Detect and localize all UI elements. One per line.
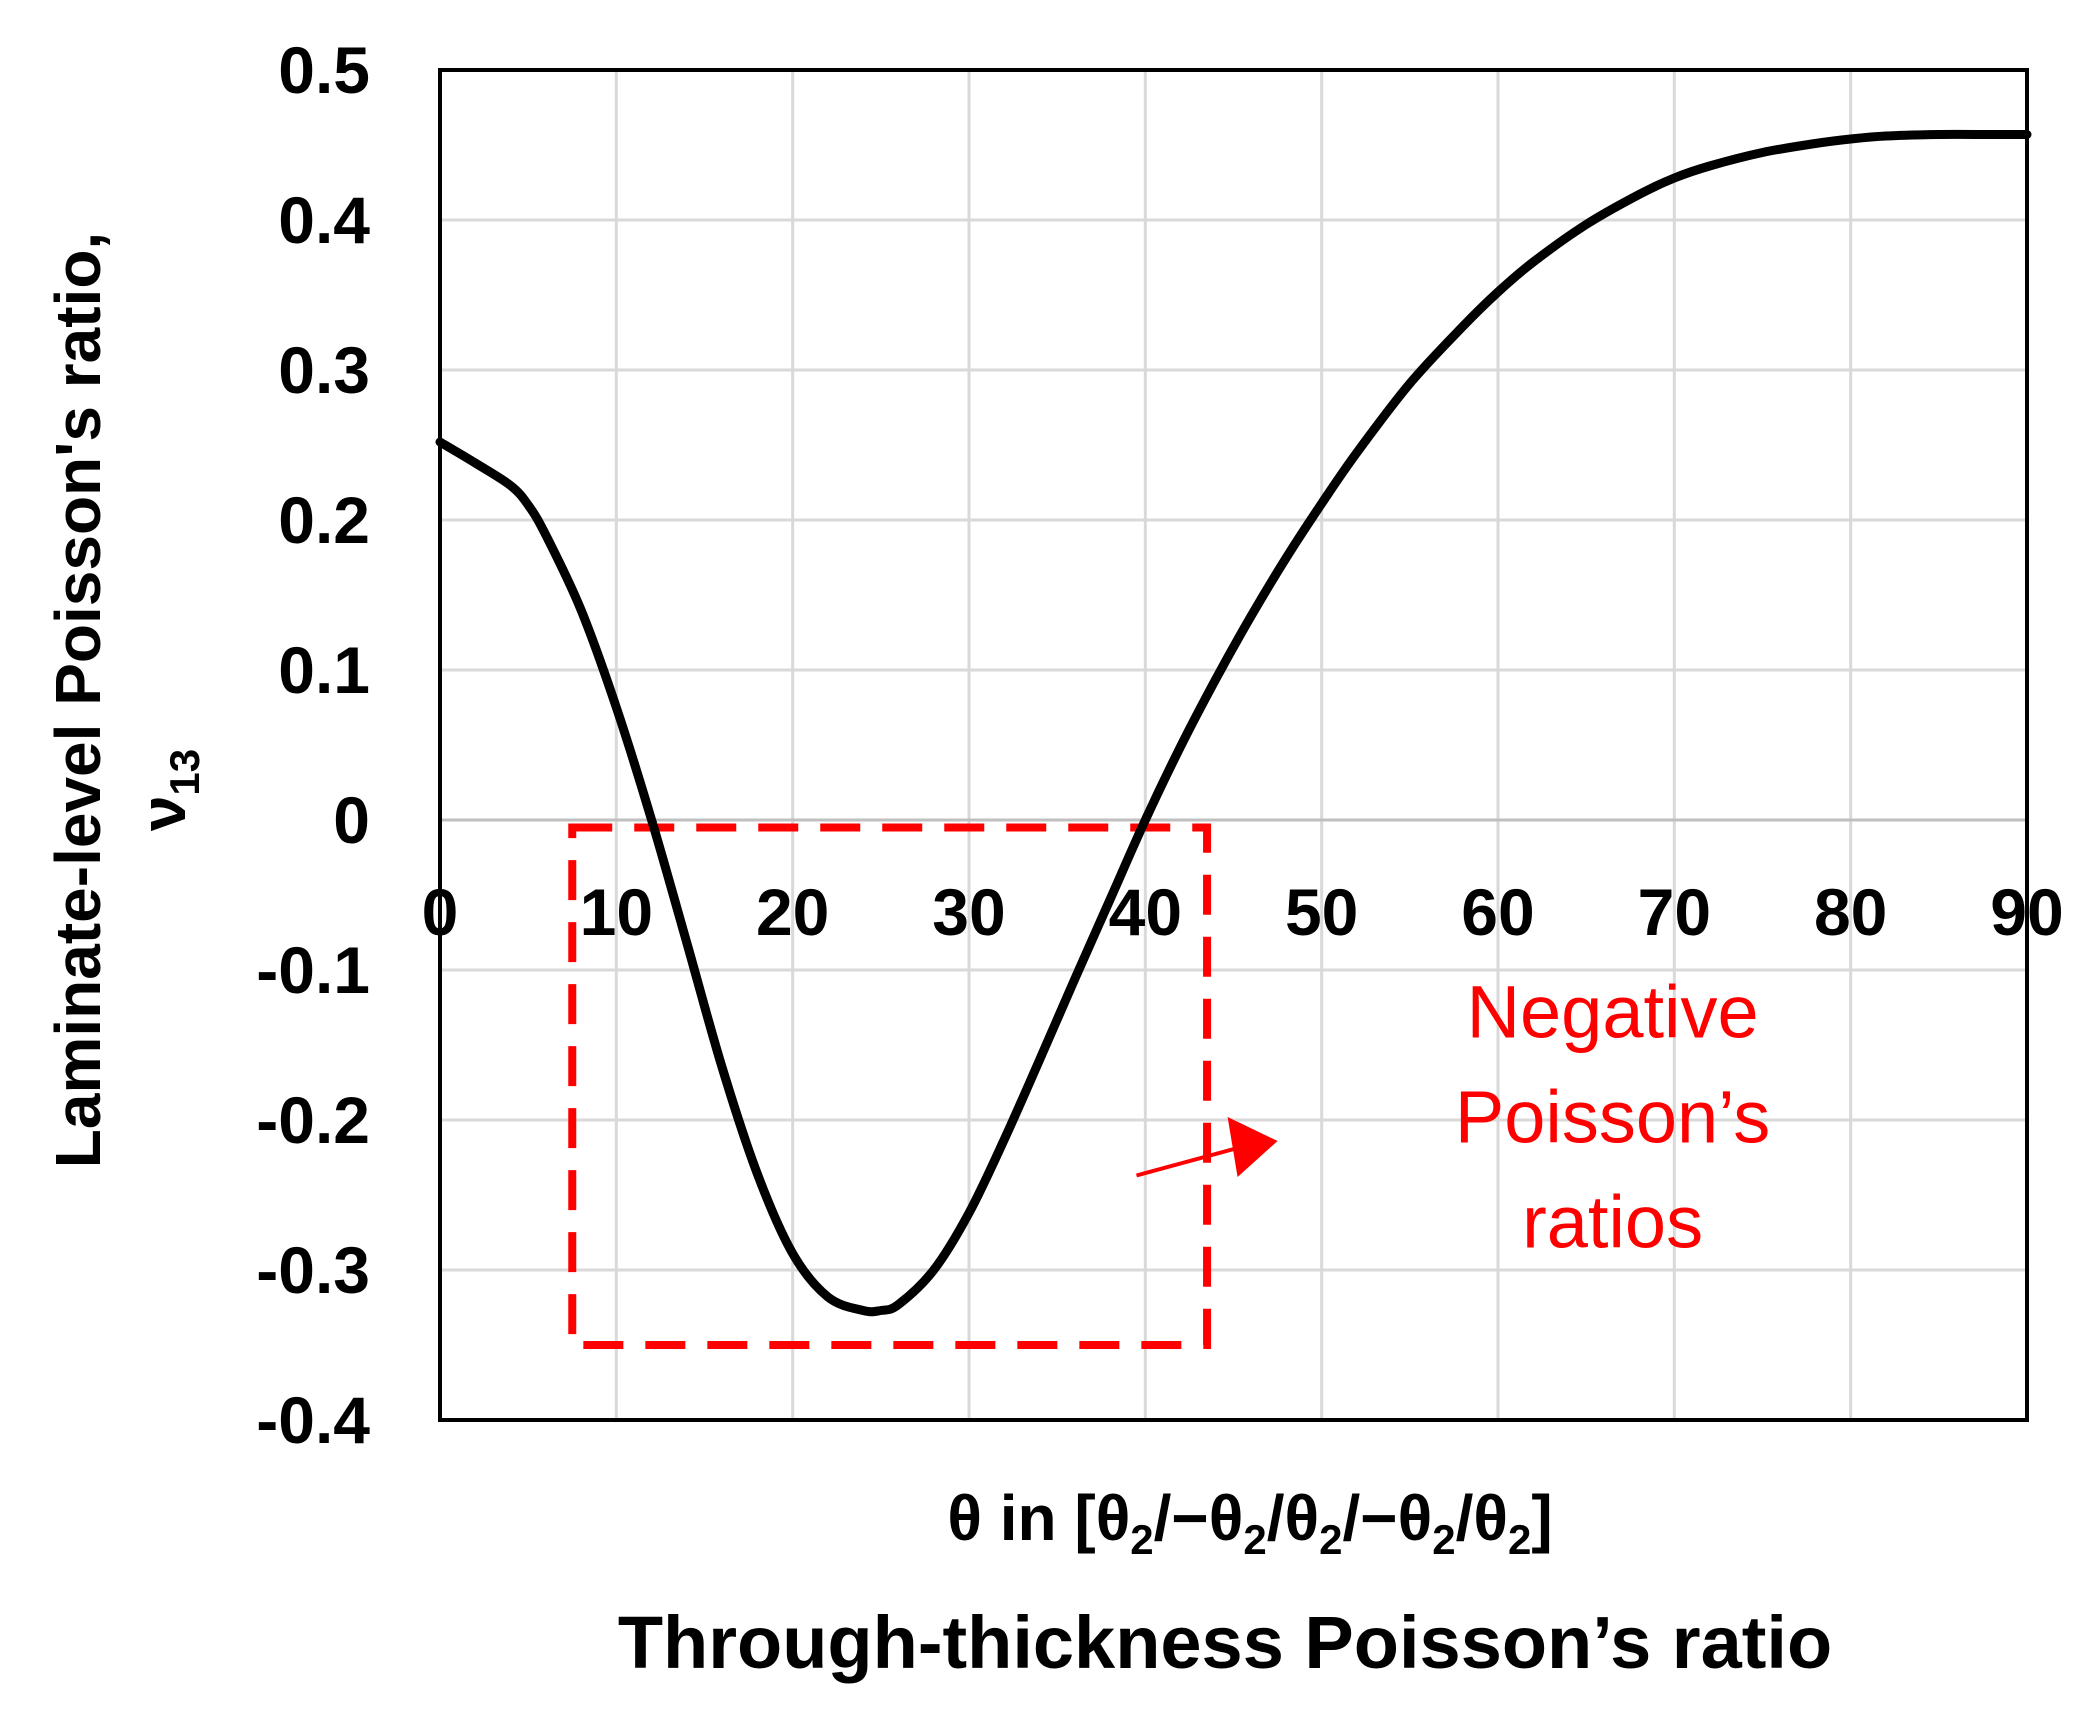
y-tick-label: 0.5 (278, 33, 370, 107)
x-tick-labels: 0 10 20 30 40 50 60 70 80 90 (422, 875, 2064, 949)
chart-caption: Through-thickness Poisson’s ratio (618, 1601, 1832, 1684)
annotation-arrow-shaft (1135, 1146, 1239, 1178)
x-tick-label: 30 (932, 875, 1005, 949)
grid (438, 68, 2029, 1422)
x-tick-label: 0 (422, 875, 459, 949)
x-axis-title: θ in [θ2/−θ2/θ2/−θ2/θ2] (947, 1482, 1552, 1563)
y-tick-labels: 0.5 0.4 0.3 0.2 0.1 0 -0.1 -0.2 -0.3 -0.4 (256, 33, 370, 1457)
annotation-label-line: ratios (1522, 1181, 1703, 1264)
y-axis-symbol: ν13 (127, 749, 208, 831)
annotation-arrow-head (1227, 1117, 1278, 1177)
plot-area-frame (438, 68, 2029, 1422)
y-tick-label: -0.3 (256, 1233, 370, 1307)
annotation-group: Negative Poisson’s ratios (568, 823, 1770, 1349)
y-tick-label: 0 (333, 783, 370, 857)
y-axis-symbol-sub: 13 (161, 749, 208, 796)
x-tick-label: 20 (756, 875, 829, 949)
y-tick-label: 0.1 (278, 633, 370, 707)
y-axis-title-text: Laminate-level Poisson's ratio, (42, 232, 114, 1168)
annotation-label-line: Negative (1467, 971, 1759, 1054)
negative-region-box (568, 823, 1212, 1349)
x-axis-title-sep-3: /−θ (1342, 1482, 1432, 1554)
x-axis-title-suffix: ] (1531, 1482, 1552, 1554)
x-axis-title-sub-3: 2 (1319, 1516, 1342, 1563)
x-axis-title-sub-5: 2 (1508, 1516, 1531, 1563)
y-tick-label: -0.1 (256, 933, 370, 1007)
x-axis-title-sub-1: 2 (1130, 1516, 1153, 1563)
x-tick-label: 90 (1990, 875, 2063, 949)
x-tick-label: 60 (1461, 875, 1534, 949)
annotation-label-line: Poisson’s (1455, 1076, 1770, 1159)
x-tick-label: 70 (1638, 875, 1711, 949)
x-tick-label: 40 (1109, 875, 1182, 949)
series-line-nu13 (435, 129, 2032, 1317)
x-axis-title-prefix: θ in [θ (947, 1482, 1130, 1554)
x-tick-label: 50 (1285, 875, 1358, 949)
x-axis-title-sub-4: 2 (1432, 1516, 1455, 1563)
x-axis-title-sub-2: 2 (1243, 1516, 1266, 1563)
y-axis-title: Laminate-level Poisson's ratio, (42, 232, 114, 1168)
x-axis-title-sep-4: /θ (1456, 1482, 1508, 1554)
y-tick-label: 0.2 (278, 483, 370, 557)
x-tick-label: 80 (1814, 875, 1887, 949)
y-tick-label: 0.3 (278, 333, 370, 407)
y-axis-symbol-text: ν (127, 796, 199, 832)
y-tick-label: -0.4 (256, 1383, 370, 1457)
x-axis-title-sep-1: /−θ (1154, 1482, 1244, 1554)
x-tick-label: 10 (580, 875, 653, 949)
y-tick-label: 0.4 (278, 183, 370, 257)
y-tick-label: -0.2 (256, 1083, 370, 1157)
x-axis-title-sep-2: /θ (1267, 1482, 1319, 1554)
